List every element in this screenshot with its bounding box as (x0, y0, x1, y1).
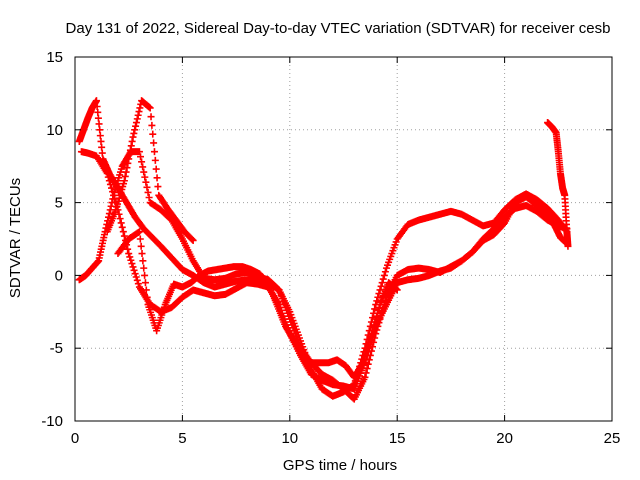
grid-lines (75, 57, 612, 421)
plot-frame (74, 56, 613, 422)
series-arc-1 (75, 97, 571, 400)
series-arc-3 (77, 148, 571, 393)
plus-markers (75, 97, 571, 400)
y-tick-label: -5 (50, 340, 63, 357)
x-tick-label: 0 (71, 430, 79, 447)
axis-ticks: 0 5 10 15 20 25 -10 -5 0 5 10 15 (41, 49, 620, 447)
series-arc-6 (544, 119, 572, 250)
y-tick-label: 5 (55, 195, 63, 212)
x-tick-label: 25 (604, 430, 621, 447)
plus-markers (114, 228, 401, 381)
y-axis-title: SDTVAR / TECUs (7, 178, 24, 298)
x-tick-label: 15 (389, 430, 406, 447)
y-tick-label: 0 (55, 267, 63, 284)
plus-markers (103, 97, 197, 244)
x-tick-label: 20 (496, 430, 513, 447)
series-arc-4 (103, 97, 197, 244)
x-tick-label: 10 (281, 430, 298, 447)
x-tick-label: 5 (178, 430, 186, 447)
x-axis-title: GPS time / hours (283, 457, 397, 474)
series-arc-5 (114, 228, 401, 381)
chart-title: Day 131 of 2022, Sidereal Day-to-day VTE… (66, 20, 611, 37)
y-tick-label: 10 (46, 122, 63, 139)
y-tick-label: -10 (41, 413, 63, 430)
data-markers (75, 97, 572, 403)
y-tick-label: 15 (46, 49, 63, 66)
plus-markers (544, 119, 572, 250)
plus-markers (77, 148, 571, 393)
